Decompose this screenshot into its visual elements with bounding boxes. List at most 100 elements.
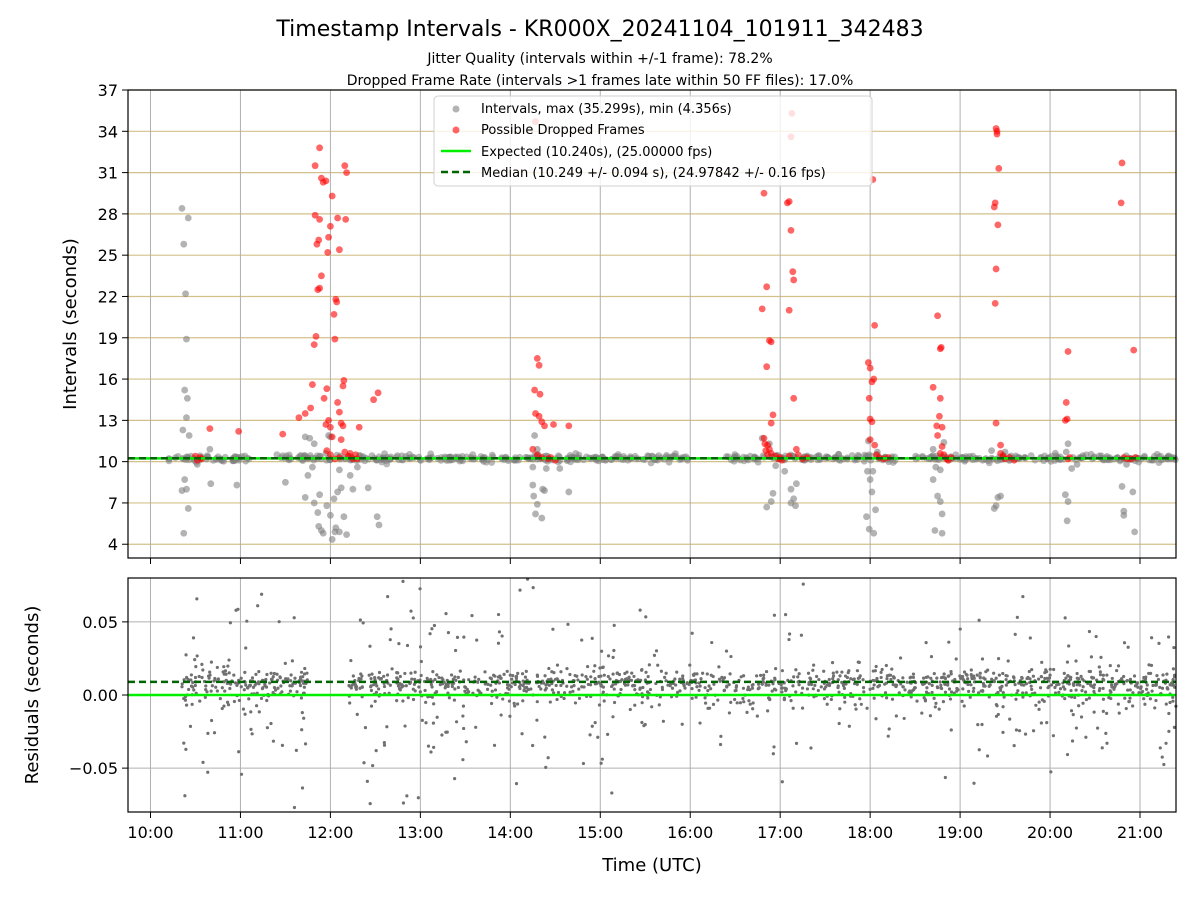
residual-point <box>235 683 239 687</box>
interval-point <box>332 524 340 532</box>
residual-point <box>1014 728 1019 732</box>
residual-point <box>569 685 574 689</box>
residual-point <box>1063 616 1067 620</box>
time-tick-label: 15:00 <box>577 823 623 842</box>
residual-point <box>1171 695 1175 699</box>
residual-point <box>305 671 309 675</box>
dropped-frame-point <box>343 169 350 176</box>
residual-point <box>526 687 531 692</box>
residual-point <box>518 588 522 592</box>
residual-point <box>1101 709 1105 713</box>
residual-point <box>215 689 219 693</box>
residual-point <box>1070 739 1075 743</box>
residual-point <box>274 688 278 692</box>
interval-point <box>353 463 361 471</box>
residual-point <box>227 658 231 662</box>
residual-point <box>226 664 230 668</box>
residual-point <box>454 678 458 682</box>
residual-point <box>257 670 261 674</box>
residual-point <box>300 786 305 790</box>
residual-point <box>1143 702 1147 706</box>
residual-point <box>1141 689 1145 694</box>
residual-point <box>277 620 281 624</box>
residual-point <box>640 701 644 705</box>
interval-point <box>381 450 388 458</box>
residual-point <box>1001 730 1005 734</box>
residual-point <box>535 673 539 677</box>
interval-point <box>872 506 879 514</box>
residual-point <box>1006 659 1010 663</box>
residual-point <box>741 674 746 678</box>
dropped-frame-point <box>328 192 336 200</box>
dropped-frame-point <box>938 423 946 431</box>
intervals-y-tick-label: 37 <box>98 81 118 100</box>
residual-point <box>369 685 373 689</box>
residual-point <box>1151 683 1155 688</box>
residual-point <box>830 660 835 665</box>
residual-point <box>213 676 217 681</box>
residual-point <box>395 699 399 703</box>
dropped-frame-point <box>760 189 768 197</box>
residual-point <box>930 683 934 687</box>
interval-point <box>988 447 995 455</box>
residual-point <box>668 684 672 688</box>
residual-point <box>915 699 919 703</box>
residual-point <box>1058 687 1063 691</box>
interval-point <box>731 451 739 458</box>
dropped-frame-point <box>279 430 287 438</box>
residual-point <box>901 685 905 689</box>
residual-point <box>794 741 799 745</box>
residual-point <box>983 677 987 681</box>
residual-point <box>1022 683 1026 687</box>
residual-point <box>767 696 771 700</box>
residual-point <box>283 661 287 665</box>
residual-point <box>797 683 801 687</box>
residual-point <box>854 707 858 711</box>
dropped-frame-point <box>864 359 872 366</box>
time-tick-label: 19:00 <box>937 823 983 842</box>
residual-point <box>980 657 985 661</box>
residual-point <box>960 699 964 703</box>
residual-point <box>210 684 214 688</box>
residual-point <box>349 658 353 663</box>
residual-point <box>362 761 366 765</box>
residual-point <box>767 683 771 687</box>
residual-point <box>1001 671 1005 676</box>
residual-point <box>543 674 547 678</box>
interval-point <box>889 459 897 466</box>
residual-point <box>678 677 682 681</box>
residual-point <box>382 741 386 745</box>
residual-point <box>633 703 637 707</box>
residual-point <box>660 687 665 692</box>
residual-point <box>1061 685 1065 689</box>
residual-point <box>1097 665 1101 669</box>
residual-point <box>234 608 238 612</box>
residual-point <box>822 687 827 691</box>
residual-point <box>585 677 589 681</box>
residual-point <box>535 700 539 704</box>
residual-point <box>461 758 465 762</box>
residual-point <box>1162 762 1166 767</box>
residual-point <box>937 707 941 711</box>
residual-point <box>496 641 501 645</box>
residual-point <box>1144 675 1148 679</box>
residual-point <box>227 671 231 675</box>
residual-point <box>398 674 402 679</box>
interval-point <box>183 414 190 421</box>
residual-point <box>1123 696 1127 700</box>
residual-point <box>938 680 942 684</box>
residual-point <box>619 687 623 692</box>
residual-point <box>836 685 840 690</box>
residual-point <box>576 678 580 682</box>
residual-point <box>1155 673 1159 678</box>
intervals-y-axis-label: Intervals (seconds) <box>60 238 81 410</box>
residual-point <box>873 679 877 683</box>
interval-point <box>310 499 318 507</box>
dropped-frame-point <box>758 305 766 313</box>
legend-label-expected: Expected (10.240s), (25.00000 fps) <box>481 145 712 160</box>
residual-point <box>499 713 503 717</box>
residual-point <box>208 673 212 677</box>
residual-point <box>429 682 433 687</box>
residual-point <box>695 672 699 676</box>
residual-point <box>1168 683 1172 687</box>
